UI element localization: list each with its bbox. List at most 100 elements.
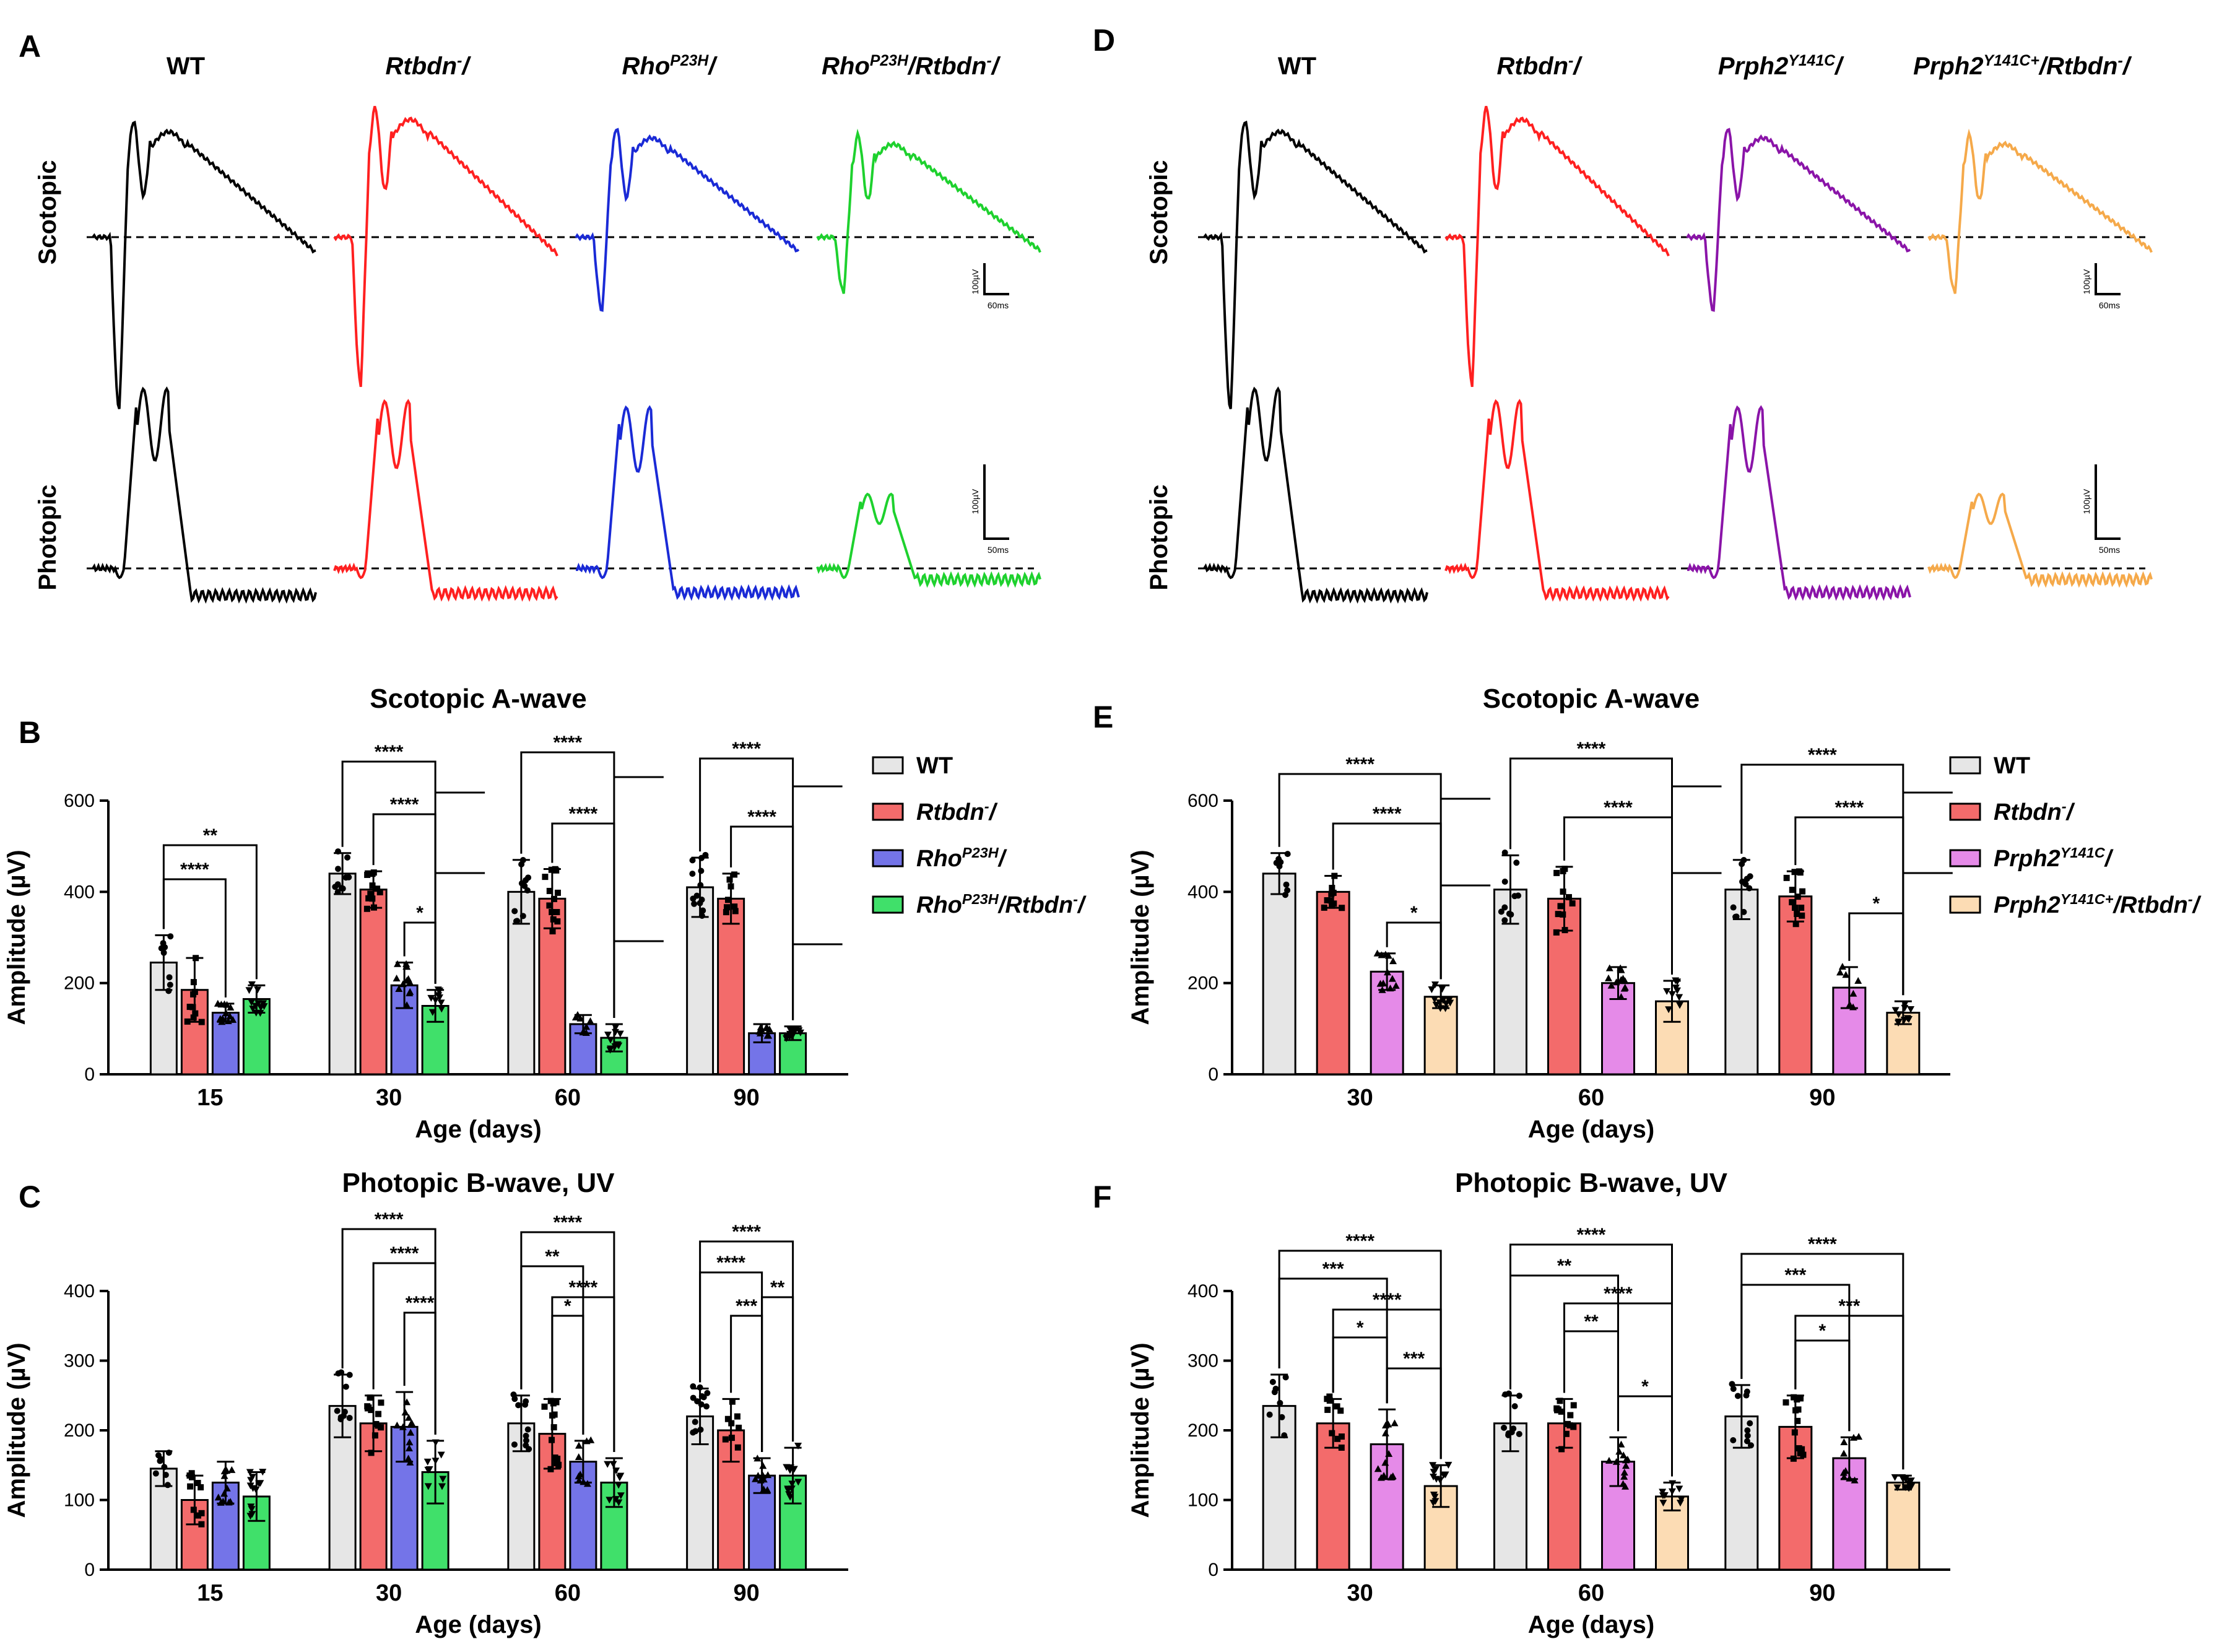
significance-bracket — [1563, 816, 1673, 975]
data-point — [189, 1004, 196, 1011]
significance-label: * — [1872, 893, 1880, 914]
data-point — [554, 918, 561, 925]
data-point — [167, 933, 174, 940]
data-point — [424, 1483, 432, 1490]
data-point — [437, 999, 445, 1007]
column-label-3: Prph2Y141C+​/Rtbdn-​/ — [1913, 53, 2132, 80]
data-point — [1605, 1456, 1613, 1464]
scotopic-trace-0 — [1203, 120, 1428, 409]
data-point — [1901, 1484, 1909, 1492]
data-point — [194, 1512, 201, 1519]
data-point — [220, 1472, 228, 1479]
column-label-1: Rtbdn-​/ — [1497, 53, 1583, 80]
data-point — [335, 866, 342, 872]
significance-bracket — [1563, 1330, 1619, 1432]
scotopic-scale-t: 60ms — [988, 300, 1009, 310]
data-point — [259, 1469, 267, 1476]
photopic-scale-v: 100µV — [2082, 489, 2091, 514]
data-point — [1612, 978, 1620, 986]
significance-bracket — [1740, 1253, 1904, 1470]
data-point — [1659, 1489, 1667, 1496]
data-point — [248, 981, 256, 988]
scotopic-trace-3 — [1927, 128, 2153, 294]
data-point — [511, 1441, 518, 1448]
data-point — [1891, 1007, 1900, 1014]
data-point — [1895, 1019, 1903, 1026]
data-point — [1378, 986, 1386, 993]
data-point — [518, 861, 525, 867]
data-point — [190, 1506, 197, 1513]
data-point — [549, 1437, 555, 1443]
data-point — [1436, 1005, 1444, 1012]
data-point — [1431, 1466, 1440, 1473]
data-point — [1516, 1393, 1522, 1399]
category-label-30: 30 — [376, 1085, 402, 1111]
data-point — [1907, 1006, 1915, 1014]
data-point — [1334, 1403, 1340, 1410]
data-point — [554, 889, 561, 896]
data-point — [1669, 1480, 1677, 1487]
data-point — [1849, 989, 1857, 997]
data-point — [245, 987, 253, 994]
data-point — [403, 1398, 411, 1406]
data-point — [363, 905, 370, 912]
data-point — [367, 890, 374, 897]
chart-title: Scotopic A-wave — [1483, 684, 1700, 714]
photopic-trace-0 — [92, 386, 317, 604]
data-point — [611, 1028, 619, 1036]
data-point — [1501, 850, 1508, 856]
bar-30-1 — [359, 889, 388, 1076]
significance-label: ** — [1557, 1256, 1572, 1276]
y-tick-label: 100 — [64, 1490, 95, 1511]
photopic-scale-t: 50ms — [988, 545, 1009, 555]
significance-bracket — [730, 825, 794, 1020]
data-point — [1558, 1446, 1565, 1453]
data-point — [510, 1391, 517, 1398]
data-point — [1791, 1429, 1798, 1436]
significance-label: **** — [1808, 745, 1837, 765]
significance-label: **** — [569, 804, 598, 824]
significance-bracket — [1332, 1336, 1388, 1404]
data-point — [1794, 1396, 1800, 1403]
row-label-scotopic: Scotopic — [34, 160, 61, 265]
data-point — [342, 874, 349, 881]
data-point — [732, 908, 739, 915]
data-point — [1553, 869, 1560, 876]
photopic-trace-2 — [1687, 405, 1911, 601]
data-point — [697, 900, 703, 906]
data-point — [1730, 1385, 1737, 1392]
data-point — [190, 991, 197, 998]
data-point — [1605, 964, 1613, 972]
data-point — [1391, 1419, 1399, 1427]
data-point — [582, 1028, 590, 1036]
legend-e: WT Rtbdn-​/ Prph2Y141C​/ Prph2Y141C+​/Rtbdn… — [1949, 753, 2202, 918]
data-point — [523, 1442, 529, 1449]
significance-label: **** — [375, 742, 404, 762]
data-point — [690, 895, 697, 902]
data-point — [1386, 985, 1394, 992]
data-point — [165, 988, 172, 994]
data-point — [734, 1444, 741, 1451]
significance-label: **** — [554, 1212, 583, 1233]
significance-label: **** — [1604, 1284, 1633, 1304]
data-point — [406, 1458, 414, 1466]
significance-bracket — [1278, 773, 1442, 980]
scotopic-trace-0 — [92, 120, 316, 409]
data-point — [198, 1521, 205, 1528]
data-point — [1276, 863, 1283, 869]
data-point — [1743, 876, 1750, 882]
y-tick-label: 0 — [1208, 1064, 1218, 1085]
column-label-1: Rtbdn-​/ — [386, 53, 472, 80]
data-point — [223, 1484, 231, 1492]
data-point — [1743, 1388, 1750, 1395]
data-point — [1796, 868, 1802, 875]
data-point — [368, 1407, 375, 1414]
data-point — [395, 985, 403, 993]
category-label-60: 60 — [1578, 1085, 1604, 1111]
data-point — [1739, 861, 1745, 867]
data-point — [1502, 1391, 1509, 1398]
data-point — [427, 994, 435, 1002]
data-point — [1431, 981, 1440, 989]
data-point — [157, 1458, 163, 1464]
data-point — [1279, 1414, 1285, 1420]
